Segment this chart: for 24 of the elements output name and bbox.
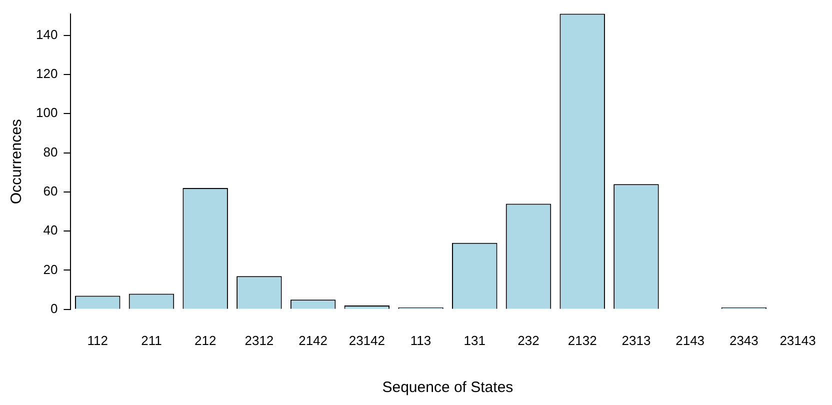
x-tick-label: 2343: [729, 332, 758, 348]
y-tick-label: 0: [50, 300, 58, 316]
y-tick-label: 120: [36, 66, 58, 82]
x-axis-title: Sequence of States: [382, 379, 514, 396]
x-tick-label: 2143: [676, 332, 705, 348]
y-tick-label: 100: [36, 105, 58, 120]
x-tick-label: 131: [464, 332, 486, 348]
x-tick-label: 211: [141, 332, 162, 348]
x-tick-label: 212: [194, 332, 216, 348]
y-axis-title: Occurrences: [8, 119, 26, 204]
x-tick-label: 2312: [244, 332, 274, 348]
x-tick-label: 2313: [622, 332, 651, 348]
x-tick-label: 112: [87, 332, 108, 348]
x-tick-label: 23142: [348, 332, 385, 348]
y-tick-label: 140: [36, 26, 58, 42]
x-tick-label: 2132: [568, 332, 597, 348]
y-tick-label: 60: [43, 184, 58, 199]
x-tick-label: 23143: [780, 332, 816, 348]
y-tick-label: 20: [43, 262, 58, 277]
x-tick-label: 2142: [298, 332, 328, 348]
x-tick-label: 113: [410, 332, 432, 348]
x-tick-label: 232: [518, 332, 540, 348]
y-tick-label: 40: [43, 222, 58, 238]
y-tick-label: 80: [43, 144, 58, 160]
